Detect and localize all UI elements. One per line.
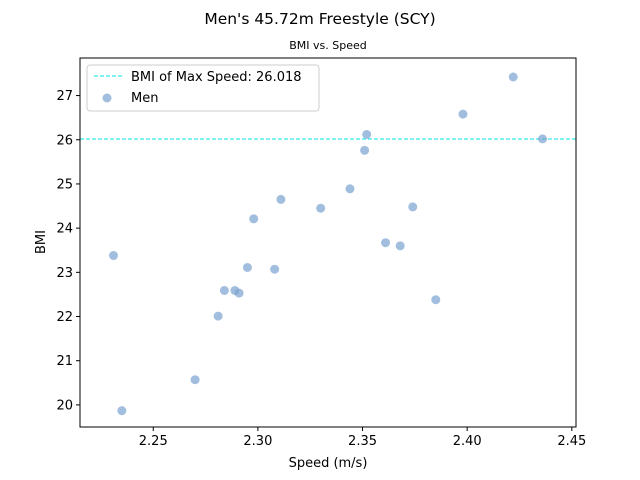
data-point [213,311,223,321]
y-tick-label: 27 [56,89,73,104]
data-point [362,129,372,139]
data-point [234,288,244,298]
legend: BMI of Max Speed: 26.018 Men [86,64,320,112]
scatter-points [108,72,548,416]
data-point [345,184,355,194]
data-point [538,134,548,144]
x-axis-ticks: 2.25 2.30 2.35 2.40 2.45 [139,427,586,449]
data-point [316,203,326,213]
data-point [395,241,405,251]
data-point [270,264,280,274]
x-tick-label: 2.25 [139,434,168,449]
data-point [508,72,518,82]
plot-frame [79,57,577,428]
chart-title: Men's 45.72m Freestyle (SCY) [204,10,435,28]
y-axis-ticks: 20 21 22 23 24 25 26 27 [56,89,80,413]
legend-men-marker [102,93,112,103]
legend-men-label: Men [131,91,158,106]
y-tick-label: 25 [56,177,73,192]
y-tick-label: 20 [56,398,73,413]
data-point [190,375,200,385]
legend-reference-line-label: BMI of Max Speed: 26.018 [131,70,302,85]
data-point [117,406,127,416]
legend-box [86,64,320,112]
x-tick-label: 2.30 [243,434,272,449]
x-tick-label: 2.35 [348,434,377,449]
y-tick-label: 24 [56,222,73,237]
data-point [360,145,370,155]
data-point [249,214,259,224]
chart-subtitle: BMI vs. Speed [289,39,367,52]
data-point [108,251,118,261]
data-point [276,194,286,204]
x-axis-label: Speed (m/s) [289,456,368,471]
y-axis-label: BMI [34,230,49,254]
data-point [381,238,391,248]
data-point [458,109,468,119]
y-tick-label: 21 [56,354,73,369]
x-tick-label: 2.40 [453,434,482,449]
y-tick-label: 22 [56,310,73,325]
x-tick-label: 2.45 [557,434,586,449]
data-point [408,202,418,212]
data-point [219,285,229,295]
data-point [242,262,252,272]
data-point [431,295,441,305]
y-tick-label: 23 [56,266,73,281]
y-tick-label: 26 [56,133,73,148]
